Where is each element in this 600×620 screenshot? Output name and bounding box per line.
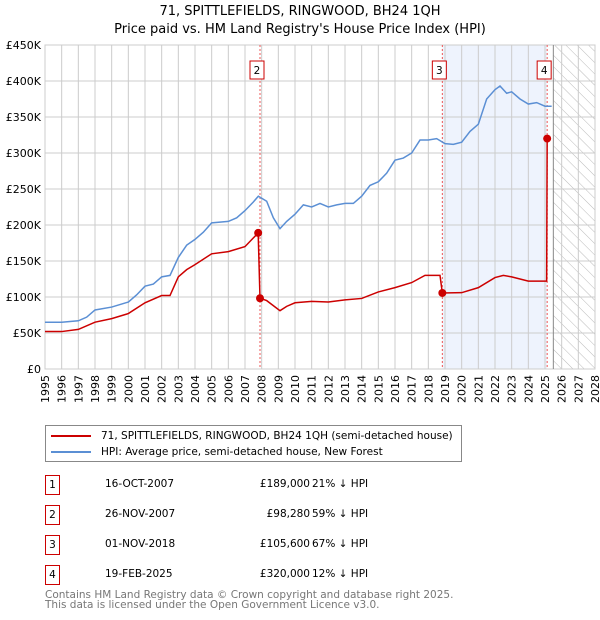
x-tick-label: 2000 xyxy=(122,375,135,403)
footer: Contains HM Land Registry data © Crown c… xyxy=(45,589,454,611)
x-tick-label: 1995 xyxy=(39,375,52,403)
x-tick-label: 2027 xyxy=(572,375,585,403)
x-tick-label: 2026 xyxy=(556,375,569,403)
transaction-number: 1 xyxy=(45,475,60,495)
x-tick-label: 2004 xyxy=(189,375,202,403)
x-tick-label: 2018 xyxy=(422,375,435,403)
x-tick-label: 2011 xyxy=(306,375,319,403)
red-line-swatch xyxy=(51,435,91,437)
marker-flag xyxy=(536,60,552,80)
x-tick-label: 2021 xyxy=(472,375,485,403)
x-tick-label: 2003 xyxy=(172,375,185,403)
transaction-hpi: 67% ↓ HPI xyxy=(312,538,369,550)
forecast-hatch xyxy=(553,45,595,369)
y-tick-label: £300K xyxy=(6,147,42,160)
x-tick-label: 2017 xyxy=(406,375,419,403)
marker-flag xyxy=(431,60,447,80)
transaction-number: 4 xyxy=(45,565,60,585)
x-tick-label: 1998 xyxy=(89,375,102,403)
footer-line: Contains HM Land Registry data © Crown c… xyxy=(45,589,454,601)
transaction-date: 19-FEB-2025 xyxy=(105,568,173,580)
x-tick-label: 2019 xyxy=(439,375,452,403)
legend-item-price-paid: 71, SPITTLEFIELDS, RINGWOOD, BH24 1QH (s… xyxy=(51,430,453,442)
transaction-hpi: 12% ↓ HPI xyxy=(312,568,369,580)
legend-item-hpi: HPI: Average price, semi-detached house,… xyxy=(51,446,383,458)
x-tick-label: 2025 xyxy=(539,375,552,403)
transaction-date: 16-OCT-2007 xyxy=(105,478,174,490)
x-tick-label: 2022 xyxy=(489,375,502,403)
marker-flag-label: 4 xyxy=(541,65,548,77)
x-tick-label: 2009 xyxy=(272,375,285,403)
transaction-row: 4 19-FEB-2025 £320,000 12% ↓ HPI xyxy=(45,565,445,585)
sale-marker xyxy=(254,228,263,237)
transaction-hpi: 59% ↓ HPI xyxy=(312,508,369,520)
x-tick-label: 2016 xyxy=(389,375,402,403)
marker-flag-label: 2 xyxy=(254,65,261,77)
y-tick-label: £200K xyxy=(6,219,42,232)
x-tick-label: 1996 xyxy=(56,375,69,403)
y-tick-label: £0 xyxy=(27,363,41,376)
x-tick-label: 2006 xyxy=(222,375,235,403)
x-tick-label: 2002 xyxy=(156,375,169,403)
legend-label: 71, SPITTLEFIELDS, RINGWOOD, BH24 1QH (s… xyxy=(101,430,453,442)
x-tick-label: 2015 xyxy=(372,375,385,403)
y-tick-label: £450K xyxy=(6,39,42,52)
y-tick-label: £100K xyxy=(6,291,42,304)
x-tick-label: 2024 xyxy=(522,375,535,403)
x-tick-label: 2020 xyxy=(456,375,469,403)
series-line-price-paid xyxy=(45,136,551,333)
blue-line-swatch xyxy=(51,451,91,453)
x-tick-label: 2005 xyxy=(206,375,219,403)
price-chart: 1995 1996 1997 1998 1999 2000 2001 2002 2003 2004… xyxy=(6,39,600,403)
marker-flag-label: 3 xyxy=(436,65,443,77)
chart-title: 71, SPITTLEFIELDS, RINGWOOD, BH24 1QH xyxy=(159,4,441,19)
x-tick-label: 2028 xyxy=(589,375,600,403)
x-tick-label: 2012 xyxy=(322,375,335,403)
transaction-price: £98,280 xyxy=(266,508,310,520)
legend: 71, SPITTLEFIELDS, RINGWOOD, BH24 1QH (s… xyxy=(45,425,462,462)
transaction-row: 1 16-OCT-2007 £189,000 21% ↓ HPI xyxy=(45,475,445,495)
marker-flag xyxy=(249,60,265,80)
x-tick-label: 2007 xyxy=(239,375,252,403)
footer-line: This data is licensed under the Open Gov… xyxy=(45,599,380,611)
transaction-price: £320,000 xyxy=(259,568,310,580)
transaction-date: 26-NOV-2007 xyxy=(105,508,176,520)
x-tick-label: 2008 xyxy=(256,375,269,403)
legend-label: HPI: Average price, semi-detached house,… xyxy=(101,446,383,458)
x-tick-label: 1997 xyxy=(72,375,85,403)
transaction-number: 3 xyxy=(45,535,60,555)
x-tick-label: 2014 xyxy=(356,375,369,403)
transaction-date: 01-NOV-2018 xyxy=(105,538,176,550)
transaction-price: £105,600 xyxy=(259,538,310,550)
transaction-hpi: 21% ↓ HPI xyxy=(312,478,369,490)
x-tick-label: 2013 xyxy=(339,375,352,403)
y-tick-label: £250K xyxy=(6,183,42,196)
chart-subtitle: Price paid vs. HM Land Registry's House … xyxy=(114,22,486,37)
plot-frame xyxy=(44,44,596,370)
x-tick-label: 2001 xyxy=(139,375,152,403)
sale-marker xyxy=(438,288,447,297)
transaction-row: 3 01-NOV-2018 £105,600 67% ↓ HPI xyxy=(45,535,445,555)
y-tick-label: £150K xyxy=(6,255,42,268)
x-tick-label: 2010 xyxy=(289,375,302,403)
sale-marker xyxy=(543,134,552,143)
transaction-price: £189,000 xyxy=(259,478,310,490)
y-tick-label: £400K xyxy=(6,75,42,88)
y-tick-label: £50K xyxy=(13,327,42,340)
y-tick-label: £350K xyxy=(6,111,42,124)
transaction-row: 2 26-NOV-2007 £98,280 59% ↓ HPI xyxy=(45,505,445,525)
x-tick-label: 2023 xyxy=(506,375,519,403)
sale-marker xyxy=(256,294,264,303)
series-line-hpi xyxy=(45,85,552,323)
x-tick-label: 1999 xyxy=(106,375,119,403)
transaction-number: 2 xyxy=(45,505,60,525)
